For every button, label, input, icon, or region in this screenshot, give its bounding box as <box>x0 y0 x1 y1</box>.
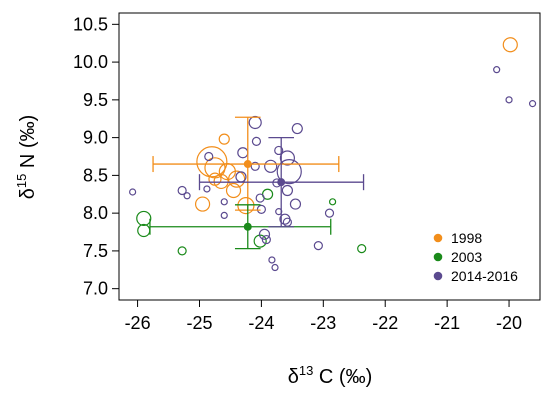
data-point-1998 <box>218 133 230 145</box>
legend-label: 2003 <box>451 249 482 265</box>
y-tick-label: 8.5 <box>83 165 108 185</box>
data-point-2014-2016 <box>255 193 265 203</box>
data-point-1998 <box>208 172 222 186</box>
x-tick-label: -26 <box>125 313 151 333</box>
data-point-2014-2016 <box>289 198 302 210</box>
y-tick-label: 7.0 <box>83 279 108 299</box>
legend: 1998 2003 2014-2016 <box>433 230 518 284</box>
data-point-1998 <box>502 37 518 53</box>
data-point-2014-2016 <box>183 192 191 200</box>
mean-marker-1998 <box>243 160 252 169</box>
data-point-2014-2016 <box>493 66 501 74</box>
data-point-2014-2016 <box>282 217 292 227</box>
y-tick-label: 8.0 <box>83 203 108 223</box>
data-point-2014-2016 <box>274 145 284 156</box>
data-point-2014-2016 <box>276 159 302 185</box>
y-tick-label: 9.0 <box>83 128 108 148</box>
data-point-2014-2016 <box>279 150 295 166</box>
x-axis: -26 -25 -24 -23 -22 -21 -20 <box>125 300 522 333</box>
x-tick-label: -25 <box>186 313 212 333</box>
y-tick-label: 10.0 <box>73 52 108 72</box>
y-axis: 7.0 7.5 8.0 8.5 9.0 9.5 10.0 10.5 <box>73 14 119 299</box>
data-point-2014-2016 <box>258 228 271 240</box>
plot-frame <box>118 12 541 301</box>
data-point-1998 <box>194 196 211 212</box>
mean-marker-2014-2016 <box>277 178 286 187</box>
x-tick-label: -21 <box>434 313 460 333</box>
data-point-2014-2016 <box>313 241 323 251</box>
data-point-2014-2016 <box>220 198 228 206</box>
data-point-2014-2016 <box>256 204 266 214</box>
data-point-2014-2016 <box>203 185 211 193</box>
y-axis-title: δ15 N (‰) <box>14 115 39 200</box>
data-point-2014-2016 <box>250 161 260 171</box>
data-point-2014-2016 <box>271 263 279 272</box>
data-point-2014-2016 <box>220 211 228 220</box>
x-tick-label: -23 <box>310 313 336 333</box>
legend-marker <box>433 233 443 243</box>
mean-marker-2003 <box>243 222 252 231</box>
data-point-2014-2016 <box>261 234 271 245</box>
x-tick-label: -20 <box>496 313 522 333</box>
legend-label: 1998 <box>451 230 482 246</box>
mean-error-bars <box>149 116 365 250</box>
y-tick-label: 7.5 <box>83 241 108 261</box>
data-point-1998 <box>213 173 229 190</box>
data-point-2014-2016 <box>281 184 293 197</box>
y-tick-label: 9.5 <box>83 90 108 110</box>
data-point-1998 <box>225 182 242 199</box>
legend-marker <box>433 252 443 262</box>
y-tick-label: 10.5 <box>73 14 108 34</box>
data-point-2014-2016 <box>264 159 278 173</box>
data-point-2014-2016 <box>268 256 276 264</box>
data-point-2003 <box>328 198 337 206</box>
data-point-2003 <box>357 244 367 254</box>
data-point-1998 <box>237 196 255 215</box>
data-point-1998 <box>228 170 246 188</box>
data-points <box>129 37 537 272</box>
data-point-2014-2016 <box>251 136 262 146</box>
data-point-2014-2016 <box>505 96 513 104</box>
legend-label: 2014-2016 <box>451 268 518 284</box>
data-point-2014-2016 <box>324 208 335 218</box>
data-point-2014-2016 <box>204 151 214 162</box>
data-point-2014-2016 <box>528 100 537 108</box>
data-point-2003 <box>136 210 152 227</box>
x-tick-label: -22 <box>372 313 398 333</box>
data-point-2014-2016 <box>248 115 262 130</box>
x-tick-label: -24 <box>248 313 274 333</box>
data-point-2014-2016 <box>177 185 187 196</box>
legend-marker <box>433 271 443 281</box>
data-point-2014-2016 <box>291 122 303 135</box>
data-point-2014-2016 <box>237 147 249 159</box>
data-point-2014-2016 <box>129 188 137 196</box>
data-point-2003 <box>137 223 151 238</box>
x-axis-title: δ13 C (‰) <box>288 363 373 388</box>
data-point-2003 <box>177 246 187 256</box>
